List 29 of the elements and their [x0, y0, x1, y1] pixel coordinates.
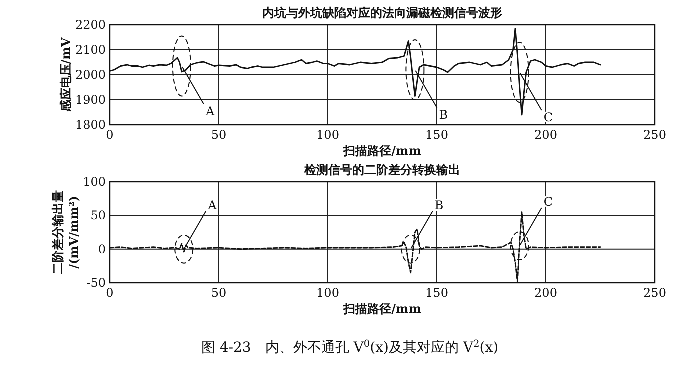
annotation: A — [207, 198, 218, 212]
y-tick-label: 50 — [90, 208, 106, 223]
y-axis-title: 感应电压/mV — [59, 37, 73, 114]
x-tick-label: 200 — [534, 286, 558, 300]
y-tick-label: 100 — [83, 175, 106, 189]
annotation: B — [439, 108, 448, 122]
x-tick-label: 250 — [644, 286, 666, 300]
x-tick-label: 100 — [316, 128, 340, 142]
annotation: A — [204, 104, 215, 118]
y-tick-label: -50 — [86, 276, 106, 290]
chart-title: 内坑与外坑缺陷对应的法向漏磁检测信号波形 — [262, 6, 502, 20]
y-tick-label: 0 — [98, 242, 106, 256]
x-tick-label: 150 — [426, 128, 448, 142]
x-axis-title: 扫描路径/mm — [342, 302, 422, 316]
y-tick-label: 2000 — [75, 68, 106, 82]
y-axis-title: 二阶差分输出量/(mV/mm²) — [51, 190, 81, 274]
x-tick-label: 200 — [534, 128, 558, 142]
y-tick-label: 2200 — [75, 18, 106, 32]
y-tick-label: 2100 — [75, 43, 106, 57]
x-tick-label: 100 — [316, 286, 340, 300]
y-tick-label: 1800 — [75, 118, 106, 132]
x-axis-title: 扫描路径/mm — [342, 144, 422, 158]
x-tick-label: 50 — [211, 128, 227, 142]
x-tick-label: 150 — [426, 286, 448, 300]
chart-title: 检测信号的二阶差分转换输出 — [304, 163, 460, 177]
x-tick-label: 50 — [211, 286, 227, 300]
y-tick-label: 1900 — [75, 93, 106, 107]
caption: 图 4-23 内、外不通孔 V$^{0}$(x)及其对应的 V$^{2}$(x) — [201, 338, 499, 356]
x-tick-label: 250 — [644, 128, 666, 142]
